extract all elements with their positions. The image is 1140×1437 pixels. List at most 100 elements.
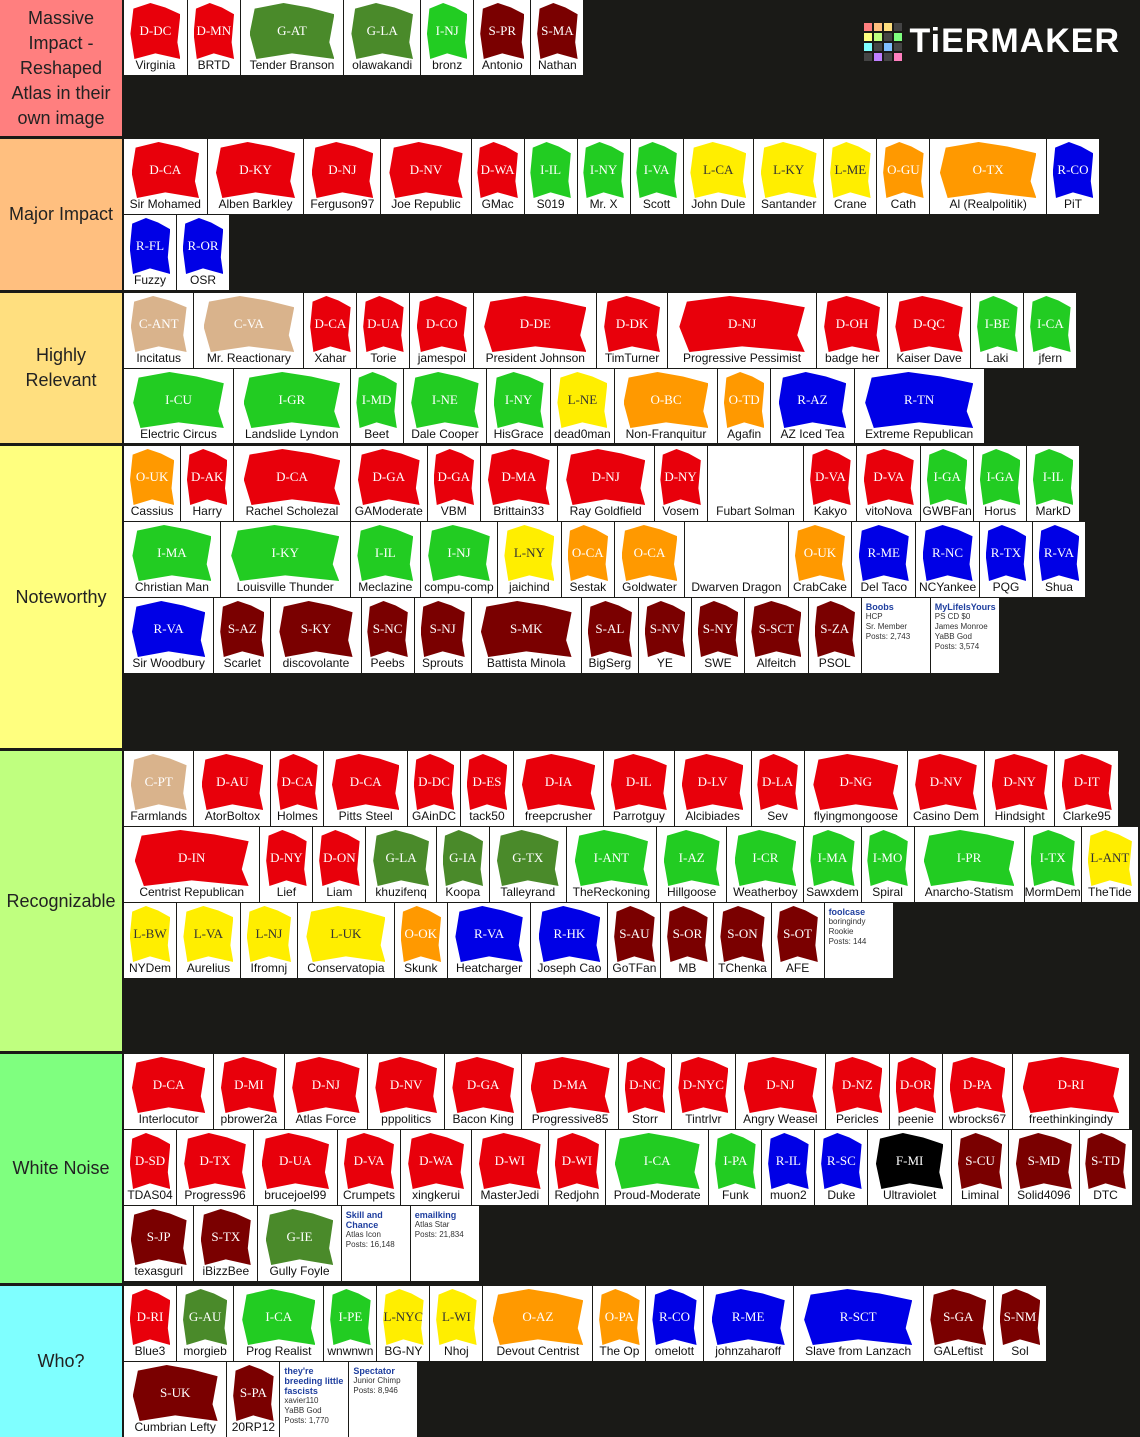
user-name: GAinDC — [411, 809, 456, 823]
user-name: Progressive Pessimist — [683, 351, 802, 365]
tier-item: I-NY Mr. X — [577, 139, 630, 214]
tier-item: D-OH badge her — [817, 293, 887, 368]
tier-item: D-LA Sev — [751, 751, 804, 826]
user-name: wbrocks67 — [948, 1112, 1007, 1126]
region-shape: D-OR — [895, 1057, 936, 1113]
region-shape: D-UA — [363, 296, 404, 352]
tier-item: D-CO jamespol — [410, 293, 474, 368]
profile-card: Boobs HCP Sr. Member Posts: 2,743 — [861, 598, 930, 673]
user-name: Cumbrian Lefty — [134, 1420, 216, 1434]
user-name: Hindsight — [994, 809, 1045, 823]
tier-item: D-NV Joe Republic — [381, 139, 471, 214]
region-shape: I-BE — [977, 296, 1018, 352]
card-line: Junior Chimp — [353, 1376, 401, 1385]
tier-item: S-AU GoTFan — [608, 903, 661, 978]
tier-item: D-NJ Ferguson97 — [304, 139, 381, 214]
logo-icon — [863, 22, 902, 61]
region-shape: I-MA — [132, 525, 212, 581]
tier-item: D-GA VBM — [427, 446, 480, 521]
profile-card: Skill and Chance Atlas Icon Posts: 16,148 — [341, 1206, 410, 1281]
region-shape: I-KY — [231, 525, 340, 581]
user-name: Interlocutor — [138, 1112, 199, 1126]
tier-items: D-RI Blue3 G-AU morgieb I-CA Prog Realist I-PE… — [124, 1286, 1140, 1437]
region-shape: R-NC — [922, 525, 973, 581]
tier-item: I-GA Horus — [974, 446, 1027, 521]
tier-item: C-VA Mr. Reactionary — [194, 293, 304, 368]
tier-item: D-MA Brittain33 — [480, 446, 557, 521]
tier-item: D-WA xingkerui — [401, 1130, 471, 1205]
user-name: vitoNova — [865, 504, 913, 518]
region-shape: L-NE — [557, 372, 608, 428]
user-name: John Dule — [691, 197, 746, 211]
user-name: Dwarven Dragon — [691, 580, 782, 594]
card-line: Posts: 3,574 — [934, 642, 980, 651]
user-name: Tintrlvr — [685, 1112, 722, 1126]
user-name: Non-Franquitur — [625, 427, 707, 441]
region-shape: D-VA — [863, 449, 914, 505]
region-shape: G-LA — [373, 830, 429, 886]
tier-item: D-TX Progress96 — [177, 1130, 253, 1205]
region-shape: G-AU — [183, 1289, 228, 1345]
region-shape: G-AT — [249, 3, 335, 59]
user-name: Dale Cooper — [411, 427, 479, 441]
tier-item: D-VA Crumpets — [337, 1130, 401, 1205]
tier-item: R-VA Heatcharger — [447, 903, 531, 978]
user-name: Extreme Republican — [865, 427, 974, 441]
tier-row: Massive Impact - Reshaped Atlas in their… — [0, 0, 1140, 136]
tier-item: I-CR Weatherboy — [727, 827, 804, 902]
user-name: Scarlet — [223, 656, 261, 670]
region-shape: R-SCT — [804, 1289, 913, 1345]
region-shape: D-CA — [277, 754, 318, 810]
user-name: PSOL — [818, 656, 851, 670]
tier-item: S-CU Liminal — [951, 1130, 1009, 1205]
user-name: brucejoel99 — [264, 1188, 327, 1202]
tier-item: O-OK Skunk — [394, 903, 447, 978]
card-line: Spectator — [353, 1366, 395, 1376]
region-shape: D-UA — [261, 1133, 329, 1189]
user-name: Duke — [827, 1188, 856, 1202]
user-name: Cath — [890, 197, 917, 211]
region-shape: R-SC — [821, 1133, 862, 1189]
region-shape: I-CU — [133, 372, 224, 428]
user-name: compu-comp — [424, 580, 494, 594]
user-name: Spiral — [872, 885, 903, 899]
user-name: xingkerui — [412, 1188, 461, 1202]
tier-item: I-AZ Hillgoose — [656, 827, 727, 902]
user-name: freethinkingindy — [1028, 1112, 1113, 1126]
card-line: foolcase — [828, 907, 866, 917]
user-name: Vosem — [662, 504, 699, 518]
region-shape: I-MA — [810, 830, 855, 886]
tier-item: D-MN BRTD — [187, 0, 240, 75]
region-shape: D-PA — [949, 1057, 1006, 1113]
region-shape: G-IA — [442, 830, 484, 886]
user-name: Meclazine — [358, 580, 413, 594]
tier-item: I-NE Dale Cooper — [403, 369, 487, 443]
tier-item: I-KY Louisville Thunder — [220, 522, 350, 597]
tier-item: I-IL S019 — [524, 139, 577, 214]
region-shape: C-PT — [130, 754, 187, 810]
region-shape: S-CU — [957, 1133, 1003, 1189]
region-shape: D-NJ — [311, 142, 374, 198]
tier-item: D-UA brucejoel99 — [254, 1130, 337, 1205]
profile-card: they're breeding little fascists xavier11… — [280, 1362, 349, 1437]
tier-label: Massive Impact - Reshaped Atlas in their… — [0, 0, 124, 136]
region-shape: D-WI — [554, 1133, 599, 1189]
region-shape: S-AL — [587, 601, 632, 657]
tier-item: D-DE President Johnson — [474, 293, 597, 368]
tier-item: R-ME Del Taco — [852, 522, 916, 597]
tier-item: R-SCT Slave from Lanzach — [793, 1286, 923, 1361]
region-shape: R-TX — [985, 525, 1027, 581]
user-name: BG-NY — [384, 1344, 423, 1358]
user-name: Liminal — [961, 1188, 1000, 1202]
user-name: Solid4096 — [1017, 1188, 1071, 1202]
region-shape: I-CR — [734, 830, 797, 886]
region-shape: D-NV — [389, 142, 463, 198]
tier-item: I-PR Anarcho-Statism — [914, 827, 1024, 902]
user-name: badge her — [825, 351, 880, 365]
tier-item: D-NC Storr — [618, 1054, 671, 1129]
region-shape: S-ON — [720, 906, 765, 962]
region-shape: I-AZ — [663, 830, 720, 886]
user-name: SWE — [704, 656, 732, 670]
tier-item: I-TX MormDem — [1024, 827, 1081, 902]
region-shape: O-CA — [567, 525, 609, 581]
